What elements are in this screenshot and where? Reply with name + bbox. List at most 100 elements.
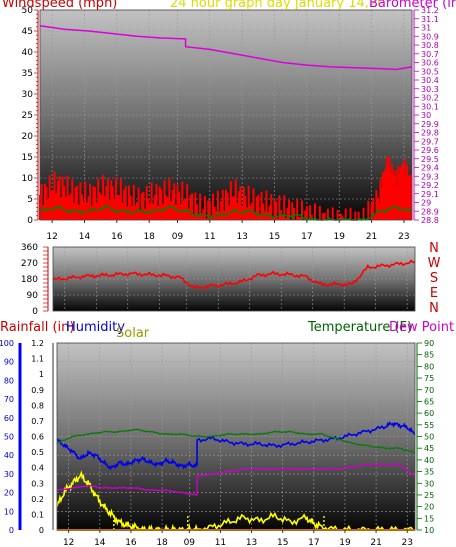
rain-y-tick-label: 0.4 [31,464,44,473]
humidity-y-tick-label: 10 [4,507,14,516]
baro-y-tick-label: 29.9 [421,120,439,129]
solar-title: Solar [116,326,150,341]
wind-y-tick-label: 5 [27,195,33,205]
wind-x-tick-label: 23 [398,232,409,242]
wind-x-tick-label: 21 [366,232,377,242]
rain-y-tick-label: 0.2 [31,495,44,504]
baro-y-tick-label: 29 [421,199,431,208]
rain-x-tick-label: 19 [339,538,351,547]
temp-y-tick-label: 30 [424,479,434,488]
temperature-title: Temperature (F) [308,320,413,335]
temp-y-tick-label: 20 [424,503,434,512]
wind-y-tick-label: 45 [22,27,33,37]
temp-y-tick-label: 70 [424,386,434,395]
dewpoint-title: Dew Point (F) [389,320,456,335]
wind-title: Windspeed (mph) [2,0,118,11]
rain-y-tick-label: 0.7 [31,417,44,426]
temp-y-tick-label: 55 [424,421,434,430]
baro-y-tick-label: 30.5 [421,67,439,76]
wind-y-tick-label: 10 [22,174,34,184]
compass-label: S [430,271,438,286]
wind-x-tick-label: 19 [333,232,345,242]
rain-y-tick-label: 1 [39,370,44,379]
rainfall-title: Rainfall (in) [0,320,75,335]
wind-x-tick-label: 16 [111,232,123,242]
baro-y-tick-label: 29.7 [421,137,439,146]
humidity-y-tick-label: 50 [4,433,14,442]
baro-y-tick-label: 31.1 [421,15,439,24]
rain-plot-frame [56,342,416,531]
wind-x-tick-label: 14 [79,232,91,242]
baro-y-tick-label: 30.4 [421,76,439,85]
wind-y-tick-label: 25 [22,111,33,121]
rain-y-tick-label: 0.3 [31,479,44,488]
baro-y-tick-label: 30 [421,111,431,120]
direction-y-tick-label: 0 [32,307,38,317]
rain-x-tick-label: 13 [246,538,257,547]
wind-x-tick-label: 11 [204,232,215,242]
temp-y-tick-label: 45 [424,444,434,453]
baro-y-tick-label: 29.8 [421,129,439,138]
wind-direction-line [52,259,416,290]
humidity-y-tick-label: 20 [4,489,14,498]
temp-y-tick-label: 75 [424,374,434,383]
humidity-y-tick-label: 100 [0,339,14,348]
dewpoint-line [56,463,416,496]
temp-y-tick-label: 50 [424,433,434,442]
wind-x-tick-label: 17 [301,232,312,242]
wind-y-tick-label: 15 [22,153,33,163]
humidity-y-tick-label: 90 [4,358,14,367]
temperature-line [56,428,416,454]
compass-label: N [429,241,439,256]
wind-y-tick-label: 40 [22,48,34,58]
temp-y-tick-label: 85 [424,351,434,360]
rain-x-tick-label: 11 [215,538,226,547]
compass-label: W [428,256,441,271]
temp-y-tick-label: 35 [424,468,434,477]
temp-y-tick-label: 25 [424,491,434,500]
rain-y-tick-label: 0.5 [31,448,44,457]
baro-y-tick-label: 30.3 [421,85,439,94]
baro-y-tick-label: 29.5 [421,155,439,164]
wind-x-tick-label: 13 [236,232,247,242]
rain-x-tick-label: 15 [277,538,288,547]
barometer-line [39,25,413,71]
direction-y-tick-label: 270 [21,259,38,269]
wind-plot-frame [39,9,413,221]
baro-y-tick-label: 29.4 [421,164,439,173]
wind-x-tick-label: 12 [46,232,57,242]
baro-y-tick-label: 30.2 [421,94,439,103]
baro-y-tick-label: 30.7 [421,50,439,59]
temp-y-tick-label: 40 [424,456,434,465]
baro-y-tick-label: 28.8 [421,216,439,225]
wind-y-tick-label: 30 [22,90,34,100]
baro-y-tick-label: 30.9 [421,32,439,41]
humidity-y-tick-label: 30 [4,470,14,479]
temp-y-tick-label: 10 [424,526,434,535]
rain-y-tick-label: 1.2 [31,339,44,348]
temp-y-tick-label: 60 [424,409,434,418]
humidity-y-tick-label: 0 [9,526,14,535]
direction-y-tick-label: 360 [21,243,38,253]
rain-x-tick-label: 12 [63,538,74,547]
temp-y-tick-label: 80 [424,362,434,371]
humidity-y-tick-label: 70 [4,395,14,404]
baro-y-tick-label: 31 [421,24,431,33]
wind-y-tick-label: 0 [27,216,33,226]
baro-y-tick-label: 30.1 [421,102,439,111]
direction-y-tick-label: 180 [21,275,38,285]
rain-x-tick-label: 09 [184,538,196,547]
wind-x-tick-label: 18 [143,232,155,242]
wind-y-tick-label: 20 [22,132,34,142]
rain-y-tick-label: 0.1 [31,510,44,519]
wind-x-tick-label: 09 [172,232,184,242]
rain-y-tick-label: 0.6 [31,433,44,442]
baro-y-tick-label: 30.6 [421,59,439,68]
baro-y-tick-label: 30.8 [421,41,439,50]
baro-y-tick-label: 29.1 [421,190,439,199]
temp-y-tick-label: 15 [424,514,434,523]
rain-plot-background [57,343,415,530]
humidity-y-tick-label: 40 [4,451,14,460]
direction-y-tick-label: 90 [27,291,39,301]
